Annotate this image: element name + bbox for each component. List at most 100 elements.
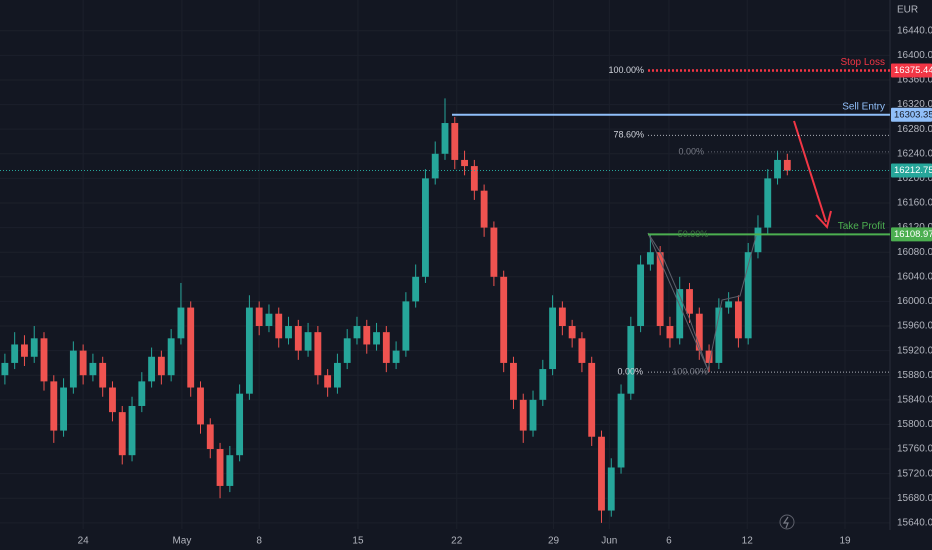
candle-body bbox=[744, 252, 752, 339]
candle-body bbox=[617, 393, 625, 468]
candle-body bbox=[470, 166, 478, 191]
candle-body bbox=[588, 362, 596, 437]
x-tick-label: 24 bbox=[78, 536, 90, 547]
price-tag bbox=[891, 63, 932, 78]
y-tick-label: 16200.00 bbox=[897, 173, 932, 184]
candle-body bbox=[89, 362, 97, 376]
candle-body bbox=[11, 344, 19, 363]
price-tag bbox=[891, 163, 932, 178]
overlays: 15640.00 15680.00 15720.00 15760.00 15800.00… bbox=[0, 25, 932, 547]
candle-body bbox=[79, 350, 87, 376]
candle-body bbox=[118, 412, 126, 456]
candle-body bbox=[431, 153, 439, 179]
candle-body bbox=[206, 424, 214, 450]
replay-icon[interactable] bbox=[779, 514, 795, 530]
candle-body bbox=[1, 362, 9, 376]
candle-body bbox=[294, 326, 302, 351]
x-tick-label: Jun bbox=[601, 536, 617, 547]
level-label: Stop Loss bbox=[841, 57, 885, 68]
candle-body bbox=[783, 159, 791, 171]
candle-body bbox=[333, 362, 341, 388]
candle-body bbox=[314, 332, 322, 376]
candle-body bbox=[157, 356, 165, 376]
y-tick-label: 15960.00 bbox=[897, 321, 932, 332]
y-tick-label: 16440.00 bbox=[897, 25, 932, 36]
candle-body bbox=[382, 332, 390, 363]
y-tick-label: 16000.00 bbox=[897, 296, 932, 307]
x-tick-label: 29 bbox=[548, 536, 560, 547]
y-tick-label: 16040.00 bbox=[897, 271, 932, 282]
candle-body bbox=[373, 332, 380, 345]
candle-body bbox=[187, 307, 195, 388]
fib-label: 0.00% bbox=[678, 146, 704, 156]
pattern-leg bbox=[647, 232, 709, 371]
plot bbox=[1, 98, 791, 523]
y-tick-label: 15880.00 bbox=[897, 370, 932, 381]
candle-body bbox=[656, 252, 664, 327]
candle-body bbox=[343, 338, 351, 363]
candle-body bbox=[353, 326, 361, 339]
candle-body bbox=[363, 326, 371, 345]
y-tick-label: 15640.00 bbox=[897, 517, 932, 528]
candle-body bbox=[705, 350, 713, 363]
candle-body bbox=[412, 276, 420, 302]
candle-body bbox=[725, 301, 733, 308]
y-tick-label: 16240.00 bbox=[897, 148, 932, 159]
arrow-shaft bbox=[793, 120, 827, 223]
level-label: Take Profit bbox=[838, 221, 885, 232]
candle-body bbox=[422, 178, 429, 277]
candle-body bbox=[167, 338, 175, 376]
candle-body bbox=[539, 369, 547, 400]
price-tag-label: 16212.75 bbox=[894, 165, 932, 176]
candle-body bbox=[607, 467, 615, 511]
arrow-head bbox=[815, 210, 832, 230]
candle-body bbox=[324, 375, 332, 388]
x-tick-label: 15 bbox=[352, 536, 364, 547]
y-tick-label: 15920.00 bbox=[897, 345, 932, 356]
candle-body bbox=[40, 338, 48, 382]
candle-body bbox=[392, 350, 400, 363]
candle-body bbox=[109, 387, 116, 413]
candle-body bbox=[519, 399, 527, 431]
price-tag-label: 16303.35 bbox=[894, 109, 932, 120]
price-tag bbox=[891, 227, 932, 242]
price-tag-label: 16108.97 bbox=[894, 229, 932, 240]
candle-body bbox=[715, 307, 723, 363]
candle-body bbox=[304, 332, 312, 351]
candle-body bbox=[549, 307, 557, 370]
candle-body bbox=[578, 338, 586, 363]
candle-body bbox=[627, 326, 635, 394]
candle-body bbox=[265, 313, 273, 327]
candle-body bbox=[197, 387, 204, 425]
candle-body bbox=[99, 362, 107, 388]
candle-body bbox=[285, 326, 292, 339]
candle-body bbox=[764, 178, 772, 228]
candle-body bbox=[500, 276, 508, 363]
candle-body bbox=[480, 190, 488, 228]
candle-body bbox=[275, 313, 283, 339]
candle-body bbox=[558, 307, 566, 327]
candle-body bbox=[646, 252, 654, 265]
fib-label: 78.60% bbox=[613, 130, 644, 140]
candle-body bbox=[754, 227, 762, 253]
x-tick-label: 12 bbox=[742, 536, 754, 547]
candle-body bbox=[138, 381, 146, 406]
fib-label: 100.00% bbox=[672, 367, 708, 377]
candle-body bbox=[236, 393, 244, 456]
candle-body bbox=[598, 436, 605, 511]
candle-body bbox=[637, 264, 645, 327]
candle-body bbox=[774, 159, 781, 179]
candle-body bbox=[69, 350, 77, 388]
candle-body bbox=[402, 301, 410, 351]
y-tick-label: 16080.00 bbox=[897, 247, 932, 258]
candle-body bbox=[734, 301, 742, 339]
y-tick-label: 15840.00 bbox=[897, 394, 932, 405]
candle-body bbox=[30, 338, 38, 357]
candle-body bbox=[490, 227, 498, 277]
candle-body bbox=[686, 289, 693, 314]
x-tick-label: 8 bbox=[256, 536, 262, 547]
fib-label: 50.00% bbox=[678, 229, 709, 239]
candle-body bbox=[60, 387, 67, 431]
